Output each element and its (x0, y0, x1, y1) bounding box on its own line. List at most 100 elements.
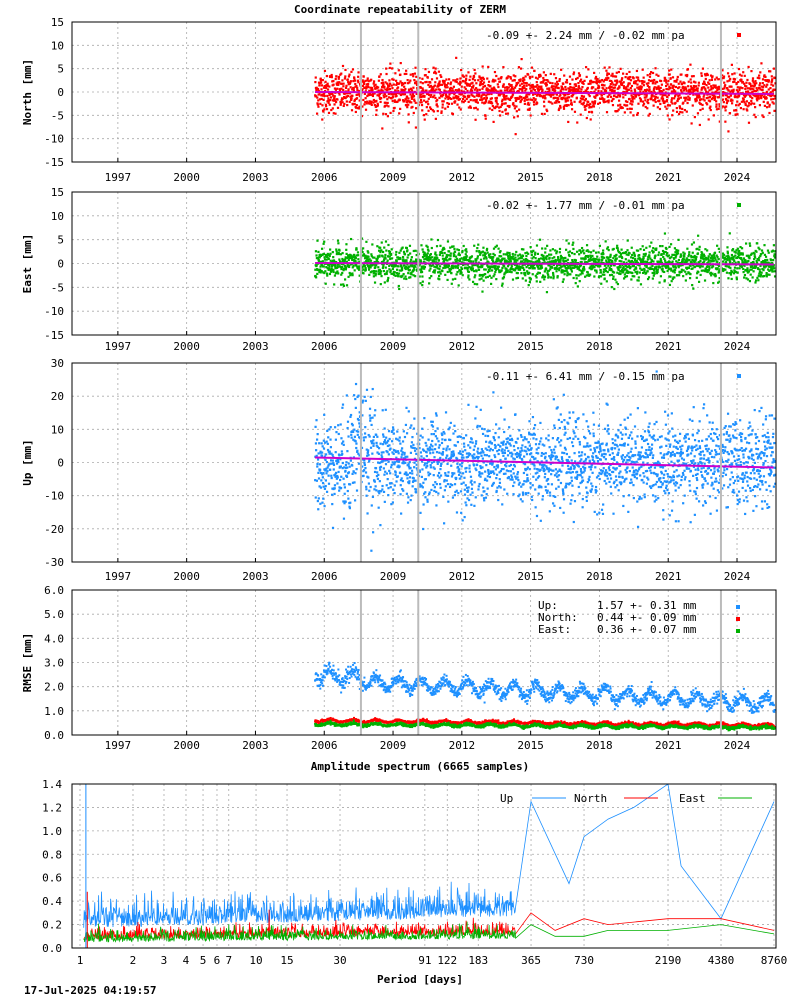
data-point (471, 86, 475, 89)
data-point (479, 80, 483, 84)
data-point (635, 69, 639, 73)
data-point (615, 110, 618, 113)
data-point (578, 74, 582, 77)
data-point (405, 95, 409, 98)
data-point (738, 251, 741, 255)
data-point (521, 89, 524, 93)
data-point (332, 83, 335, 86)
y-tick-label: 10 (51, 423, 64, 436)
data-point (436, 264, 439, 267)
data-point (708, 100, 712, 103)
data-point (395, 94, 398, 97)
data-point (435, 245, 439, 248)
data-point (696, 112, 700, 115)
stats-marker (737, 33, 741, 37)
data-point (403, 89, 406, 92)
data-point (751, 97, 754, 100)
data-point (467, 270, 470, 273)
data-point (399, 257, 402, 260)
data-point (464, 95, 467, 98)
data-point (393, 100, 397, 103)
data-point (598, 101, 601, 104)
data-point (453, 247, 456, 251)
data-point (372, 275, 375, 278)
data-point (402, 258, 405, 261)
data-point (322, 252, 326, 256)
data-point (323, 94, 326, 98)
data-point (746, 278, 750, 281)
data-point (530, 66, 534, 69)
data-point (449, 83, 452, 86)
data-point (445, 255, 449, 258)
data-point (337, 251, 340, 254)
data-point (636, 113, 639, 116)
data-point (318, 463, 322, 466)
data-point (761, 275, 765, 278)
data-point (528, 267, 532, 270)
data-point (732, 80, 735, 84)
data-point (672, 264, 675, 267)
data-point (421, 82, 424, 85)
data-point (554, 82, 557, 85)
data-point (624, 263, 627, 267)
data-point (746, 87, 749, 90)
data-point (764, 255, 768, 258)
panel-1: 1997 2000 2003 2006 2009 2012 2015 2018 2021 2024… (21, 186, 777, 353)
data-point (602, 98, 605, 101)
data-point (314, 274, 317, 278)
data-point (688, 253, 691, 256)
data-point (525, 82, 528, 85)
data-point (386, 98, 389, 101)
data-point (503, 95, 506, 98)
data-point (634, 90, 637, 93)
data-point (656, 268, 659, 271)
data-point (653, 99, 656, 102)
data-point (676, 261, 679, 264)
data-point (382, 265, 385, 268)
data-point (622, 270, 625, 274)
data-point (374, 270, 378, 273)
data-point (571, 78, 574, 81)
data-point (604, 90, 608, 93)
data-point (353, 98, 356, 101)
data-point (501, 257, 505, 260)
data-point (445, 258, 448, 262)
data-point (356, 86, 359, 89)
data-point (387, 105, 390, 108)
data-point (433, 84, 436, 87)
data-point (767, 268, 770, 271)
data-point (432, 85, 435, 88)
data-point (409, 79, 412, 82)
data-point (325, 258, 328, 261)
data-point (496, 267, 499, 270)
data-point (427, 97, 430, 100)
data-point (334, 265, 337, 268)
y-axis-label: North [mm] (21, 59, 34, 125)
data-point (406, 249, 409, 252)
data-point (616, 266, 619, 269)
data-point (738, 249, 741, 253)
data-point (753, 113, 756, 116)
data-point (468, 95, 471, 98)
data-point (421, 280, 424, 283)
y-tick-label: -5 (51, 109, 64, 122)
data-point (592, 257, 595, 261)
data-point (746, 78, 749, 82)
data-point (601, 78, 604, 82)
data-point (600, 261, 603, 264)
data-point (615, 71, 618, 74)
data-point (438, 274, 441, 278)
data-point (476, 255, 479, 258)
data-point (373, 103, 376, 107)
data-point (632, 77, 635, 80)
data-point (561, 269, 565, 272)
data-point (700, 88, 703, 91)
data-point (343, 260, 346, 263)
data-point (636, 279, 639, 282)
data-point (667, 254, 671, 257)
data-point (734, 251, 737, 254)
data-point (358, 268, 361, 271)
data-point (674, 90, 677, 93)
data-point (722, 75, 726, 78)
data-point (546, 109, 549, 113)
